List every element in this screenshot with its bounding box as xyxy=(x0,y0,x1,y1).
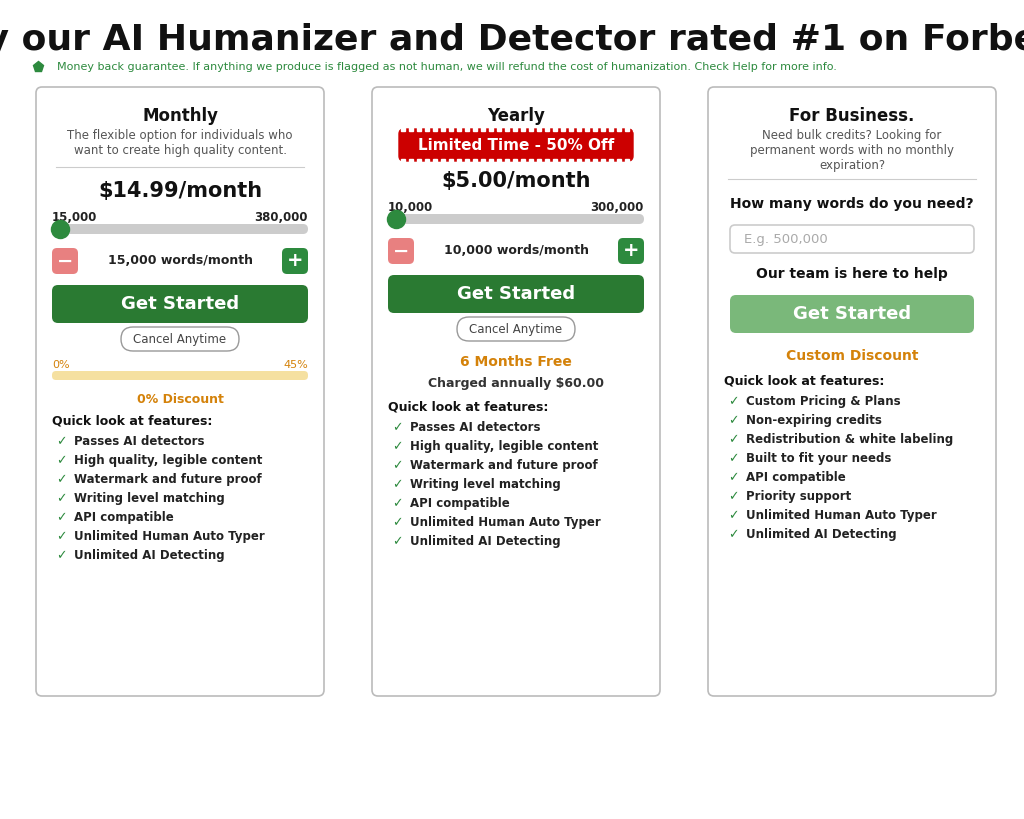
Text: Quick look at features:: Quick look at features: xyxy=(724,375,885,388)
Text: Non-expiring credits: Non-expiring credits xyxy=(746,414,882,427)
Text: ✓: ✓ xyxy=(392,516,402,529)
Text: Built to fit your needs: Built to fit your needs xyxy=(746,452,891,465)
Text: Writing level matching: Writing level matching xyxy=(410,478,561,491)
Text: Writing level matching: Writing level matching xyxy=(74,492,224,505)
Text: Cancel Anytime: Cancel Anytime xyxy=(133,333,226,346)
Text: 380,000: 380,000 xyxy=(255,211,308,224)
FancyBboxPatch shape xyxy=(388,214,644,224)
FancyBboxPatch shape xyxy=(388,275,644,313)
Text: Unlimited AI Detecting: Unlimited AI Detecting xyxy=(74,549,224,562)
Text: Unlimited Human Auto Typer: Unlimited Human Auto Typer xyxy=(746,509,937,522)
Text: Try our AI Humanizer and Detector rated #1 on Forbes!: Try our AI Humanizer and Detector rated … xyxy=(0,23,1024,57)
Text: Unlimited AI Detecting: Unlimited AI Detecting xyxy=(746,528,897,541)
Text: Redistribution & white labeling: Redistribution & white labeling xyxy=(746,433,953,446)
Text: Monthly: Monthly xyxy=(142,107,218,125)
Text: $5.00/month: $5.00/month xyxy=(441,171,591,191)
FancyBboxPatch shape xyxy=(52,224,308,234)
Text: Limited Time - 50% Off: Limited Time - 50% Off xyxy=(418,138,614,152)
Text: Quick look at features:: Quick look at features: xyxy=(388,401,549,414)
Text: ✓: ✓ xyxy=(56,511,67,524)
Text: Watermark and future proof: Watermark and future proof xyxy=(410,459,598,472)
Text: E.g. 500,000: E.g. 500,000 xyxy=(744,233,827,246)
Text: −: − xyxy=(393,242,410,260)
Text: ✓: ✓ xyxy=(728,528,738,541)
FancyBboxPatch shape xyxy=(372,87,660,696)
FancyBboxPatch shape xyxy=(388,238,414,264)
Text: High quality, legible content: High quality, legible content xyxy=(74,454,262,467)
FancyBboxPatch shape xyxy=(52,248,78,274)
FancyBboxPatch shape xyxy=(730,225,974,253)
Text: ✓: ✓ xyxy=(56,549,67,562)
Text: Get Started: Get Started xyxy=(793,305,911,323)
Text: Unlimited AI Detecting: Unlimited AI Detecting xyxy=(410,535,560,548)
Text: Passes AI detectors: Passes AI detectors xyxy=(410,421,541,434)
FancyBboxPatch shape xyxy=(282,248,308,274)
Text: ✓: ✓ xyxy=(56,473,67,486)
Text: $14.99/month: $14.99/month xyxy=(98,181,262,201)
Text: Unlimited Human Auto Typer: Unlimited Human Auto Typer xyxy=(410,516,601,529)
Text: +: + xyxy=(623,242,639,260)
Text: Our team is here to help: Our team is here to help xyxy=(756,267,948,281)
Text: Charged annually $60.00: Charged annually $60.00 xyxy=(428,377,604,390)
Text: 10,000 words/month: 10,000 words/month xyxy=(443,245,589,257)
Text: Get Started: Get Started xyxy=(457,285,575,303)
FancyBboxPatch shape xyxy=(618,238,644,264)
Text: ✓: ✓ xyxy=(728,414,738,427)
Text: 0% Discount: 0% Discount xyxy=(136,393,223,406)
Text: 10,000: 10,000 xyxy=(388,201,433,214)
Text: Need bulk credits? Looking for
permanent words with no monthly
expiration?: Need bulk credits? Looking for permanent… xyxy=(750,129,954,172)
Text: 6 Months Free: 6 Months Free xyxy=(460,355,572,369)
FancyBboxPatch shape xyxy=(52,371,308,380)
Text: ✓: ✓ xyxy=(728,452,738,465)
Text: ✓: ✓ xyxy=(392,535,402,548)
FancyBboxPatch shape xyxy=(457,317,575,341)
Text: ✓: ✓ xyxy=(728,395,738,408)
Text: Passes AI detectors: Passes AI detectors xyxy=(74,435,205,448)
Text: API compatible: API compatible xyxy=(410,497,510,510)
Text: −: − xyxy=(56,251,73,270)
Text: ✓: ✓ xyxy=(56,435,67,448)
Text: High quality, legible content: High quality, legible content xyxy=(410,440,598,453)
Text: Money back guarantee. If anything we produce is flagged as not human, we will re: Money back guarantee. If anything we pro… xyxy=(50,62,837,72)
Text: 15,000: 15,000 xyxy=(52,211,97,224)
Text: API compatible: API compatible xyxy=(74,511,174,524)
Text: Custom Discount: Custom Discount xyxy=(785,349,919,363)
Text: ✓: ✓ xyxy=(392,421,402,434)
Text: ✓: ✓ xyxy=(392,478,402,491)
Text: Watermark and future proof: Watermark and future proof xyxy=(74,473,262,486)
Text: ✓: ✓ xyxy=(56,492,67,505)
Text: For Business.: For Business. xyxy=(790,107,914,125)
FancyBboxPatch shape xyxy=(36,87,324,696)
FancyBboxPatch shape xyxy=(52,285,308,323)
Text: How many words do you need?: How many words do you need? xyxy=(730,197,974,211)
Text: 15,000 words/month: 15,000 words/month xyxy=(108,255,253,268)
Text: API compatible: API compatible xyxy=(746,471,846,484)
FancyBboxPatch shape xyxy=(399,129,633,161)
Text: Cancel Anytime: Cancel Anytime xyxy=(469,323,562,336)
Text: Quick look at features:: Quick look at features: xyxy=(52,415,212,428)
Text: The flexible option for individuals who
want to create high quality content.: The flexible option for individuals who … xyxy=(68,129,293,157)
Text: ✓: ✓ xyxy=(728,490,738,503)
Text: ✓: ✓ xyxy=(728,433,738,446)
FancyBboxPatch shape xyxy=(730,295,974,333)
Text: ✓: ✓ xyxy=(392,440,402,453)
Text: ✓: ✓ xyxy=(56,454,67,467)
Text: 0%: 0% xyxy=(52,360,70,370)
Text: Priority support: Priority support xyxy=(746,490,851,503)
Text: Custom Pricing & Plans: Custom Pricing & Plans xyxy=(746,395,901,408)
Text: Get Started: Get Started xyxy=(121,295,239,313)
Text: ✓: ✓ xyxy=(392,459,402,472)
FancyBboxPatch shape xyxy=(121,327,239,351)
Text: Unlimited Human Auto Typer: Unlimited Human Auto Typer xyxy=(74,530,265,543)
Text: 300,000: 300,000 xyxy=(591,201,644,214)
Text: ✓: ✓ xyxy=(728,471,738,484)
Text: 45%: 45% xyxy=(284,360,308,370)
Text: +: + xyxy=(287,251,303,270)
FancyBboxPatch shape xyxy=(708,87,996,696)
Text: ✓: ✓ xyxy=(728,509,738,522)
Text: Yearly: Yearly xyxy=(487,107,545,125)
Text: ✓: ✓ xyxy=(56,530,67,543)
Text: ✓: ✓ xyxy=(392,497,402,510)
